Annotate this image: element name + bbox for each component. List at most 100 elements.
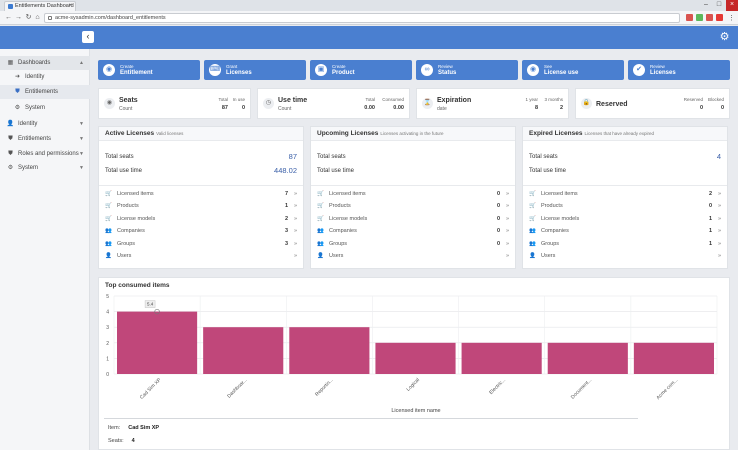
divider: [99, 185, 303, 186]
list-item[interactable]: 🛒 License models 1 »: [529, 215, 721, 222]
review-licenses-button[interactable]: ✔ Review Licenses: [628, 60, 730, 80]
x-tick-label: Dashboar...: [226, 377, 248, 399]
review-status-button[interactable]: ∞ Review Status: [416, 60, 518, 80]
chevron-right-icon: »: [505, 228, 509, 235]
list-item[interactable]: 👥 Groups 0 »: [317, 240, 509, 247]
user-check-icon: ✔: [633, 64, 645, 76]
x-tick-label: Reportin...: [314, 377, 335, 398]
total-seats-label: Total seats: [317, 154, 346, 160]
list-item[interactable]: 👤 Users »: [317, 253, 509, 259]
panel-title: Active Licenses Valid licenses: [99, 127, 303, 141]
url-input[interactable]: acme-sysadmin.com/dashboard_entitlements: [44, 13, 680, 23]
sidebar-item-system[interactable]: ⚙ System ▼: [0, 161, 90, 175]
minimize-icon[interactable]: –: [704, 1, 708, 8]
list-item[interactable]: 👥 Companies 1 »: [529, 228, 721, 235]
user-icon: 👤: [105, 253, 112, 259]
gear-icon[interactable]: ⚙: [719, 31, 730, 43]
list-item[interactable]: 🛒 License models 2 »: [105, 215, 297, 222]
list-item[interactable]: 👥 Companies 3 »: [105, 228, 297, 235]
chevron-right-icon: »: [505, 240, 509, 247]
list-item[interactable]: 🛒 Licensed items 2 »: [529, 191, 721, 197]
list-item[interactable]: 🛒 Products 1 »: [105, 203, 297, 210]
sidebar-item-roles-permissions[interactable]: ⛊ Roles and permissions ▼: [0, 147, 90, 161]
chevron-right-icon: »: [717, 191, 721, 197]
total-use-label: Total use time: [105, 168, 143, 174]
total-seats-label: Total seats: [105, 154, 134, 160]
lock-icon: [48, 16, 52, 20]
close-tab-icon[interactable]: ×: [68, 3, 72, 9]
sidebar-item-dashboards[interactable]: ▦ Dashboards ▲: [0, 56, 90, 70]
x-tick-label: Logical: [405, 377, 420, 392]
forward-icon[interactable]: →: [15, 14, 22, 21]
see-license-use-button[interactable]: ◉ See License use: [522, 60, 624, 80]
chevron-up-icon: ▲: [79, 60, 84, 66]
chevron-right-icon: »: [717, 253, 721, 259]
chevron-down-icon: ▼: [79, 151, 84, 157]
list-item[interactable]: 👥 Companies 0 »: [317, 228, 509, 235]
list-item[interactable]: 👤 Users »: [529, 253, 721, 259]
stat-column: Consumed 0.00: [382, 97, 404, 111]
create-entitlement-button[interactable]: ◉ Create Entitlement: [98, 60, 200, 80]
list-item[interactable]: 🛒 Products 0 »: [317, 203, 509, 210]
y-tick-label: 4: [106, 310, 109, 316]
chevron-down-icon: ▼: [79, 165, 84, 171]
back-icon[interactable]: ←: [5, 14, 12, 21]
stat-column: In use 0: [232, 97, 245, 111]
binoculars-icon: ∞: [421, 64, 433, 76]
panel-title: Upcoming Licenses Licenses activating in …: [311, 127, 515, 141]
close-window-icon[interactable]: ×: [726, 0, 738, 11]
stat-card-reserved: 🔒 Reserved Reserved 0 Blocked 0: [575, 88, 730, 119]
y-tick-label: 3: [106, 325, 109, 331]
sidebar-item-identity-dashboard[interactable]: ➜ Identity: [0, 70, 90, 84]
home-icon[interactable]: ⌂: [35, 14, 40, 21]
create-product-button[interactable]: ▣ Create Product: [310, 60, 412, 80]
sidebar-item-system-dashboard[interactable]: ⚙ System: [0, 101, 90, 115]
browser-tab[interactable]: Entitlements Dashboard ×: [4, 1, 76, 11]
cart-icon: 🛒: [529, 203, 536, 210]
y-tick-label: 0: [106, 372, 109, 378]
grant-licenses-button[interactable]: ⌨ Grant Licenses: [204, 60, 306, 80]
bar: [289, 327, 370, 374]
sidebar-item-identity[interactable]: 👤 Identity ▼: [0, 117, 90, 131]
extension-icon[interactable]: [716, 14, 723, 21]
cart-icon: 🛒: [105, 203, 112, 210]
chevron-right-icon: »: [293, 203, 297, 210]
extension-icon[interactable]: [686, 14, 693, 21]
total-seats-value: 87: [288, 152, 297, 161]
hover-label-box: [144, 300, 156, 308]
chevron-right-icon: »: [293, 240, 297, 247]
extension-icon[interactable]: [696, 14, 703, 21]
stat-column: Blocked 0: [707, 97, 724, 111]
chevron-right-icon: »: [293, 228, 297, 235]
maximize-icon[interactable]: □: [716, 1, 722, 8]
sidebar-item-entitlements[interactable]: ⛊ Entitlements ▼: [0, 132, 90, 146]
users-icon: 👥: [105, 228, 112, 235]
reload-icon[interactable]: ↻: [25, 14, 32, 21]
list-item[interactable]: 👥 Groups 1 »: [529, 240, 721, 247]
list-item[interactable]: 🛒 Licensed items 0 »: [317, 191, 509, 197]
chevron-right-icon: »: [505, 191, 509, 197]
list-item[interactable]: 🛒 Licensed items 7 »: [105, 191, 297, 197]
menu-icon[interactable]: ⋮: [728, 15, 735, 22]
hover-item-row: Item: Cad Sim XP: [108, 425, 160, 431]
extension-icon[interactable]: [706, 14, 713, 21]
dashboard-icon: ▦: [7, 60, 14, 66]
user-icon: 👤: [529, 253, 536, 259]
list-item[interactable]: 🛒 License models 0 »: [317, 215, 509, 222]
collapse-sidebar-button[interactable]: ‹: [82, 31, 94, 43]
total-use-label: Total use time: [317, 168, 355, 174]
x-tick-label: Cad Sim XP: [139, 377, 163, 401]
eye-icon: ◉: [104, 98, 115, 109]
sidebar-item-entitlements-dashboard[interactable]: ⛊ Entitlements: [0, 85, 90, 99]
stat-card-use-time: ◷ Use time Count Total 0.00 Consumed 0.00: [257, 88, 410, 119]
shield-icon: ⛊: [8, 151, 13, 157]
list-item[interactable]: 👤 Users »: [105, 253, 297, 259]
users-icon: 👥: [105, 240, 112, 247]
lock-icon: 🔒: [581, 98, 592, 109]
list-item[interactable]: 🛒 Products 0 »: [529, 203, 721, 210]
stat-card-expiration: ⌛ Expiration date 1 year 8 3 months 2: [416, 88, 569, 119]
hover-seats-row: Seats: 4: [108, 438, 135, 444]
chevron-right-icon: »: [293, 253, 297, 259]
bar: [375, 342, 456, 374]
list-item[interactable]: 👥 Groups 3 »: [105, 240, 297, 247]
